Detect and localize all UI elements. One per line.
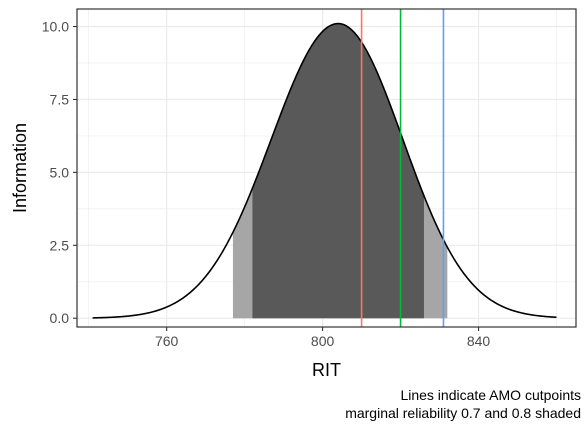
shaded-region-2 xyxy=(252,23,424,319)
x-axis-title: RIT xyxy=(312,360,341,380)
y-tick-label: 0.0 xyxy=(50,310,70,326)
caption-line-1: Lines indicate AMO cutpoints xyxy=(400,387,581,403)
caption-line-2: marginal reliability 0.7 and 0.8 shaded xyxy=(345,405,581,421)
x-tick-label: 800 xyxy=(311,333,335,349)
y-tick-label: 5.0 xyxy=(50,164,70,180)
y-axis-title: Information xyxy=(10,123,30,213)
x-tick-label: 760 xyxy=(155,333,179,349)
y-tick-label: 10.0 xyxy=(42,19,69,35)
panel-border xyxy=(76,8,577,328)
y-tick-label: 2.5 xyxy=(50,237,70,253)
y-tick-label: 7.5 xyxy=(50,91,70,107)
x-tick-label: 840 xyxy=(467,333,491,349)
information-curve xyxy=(92,22,557,319)
